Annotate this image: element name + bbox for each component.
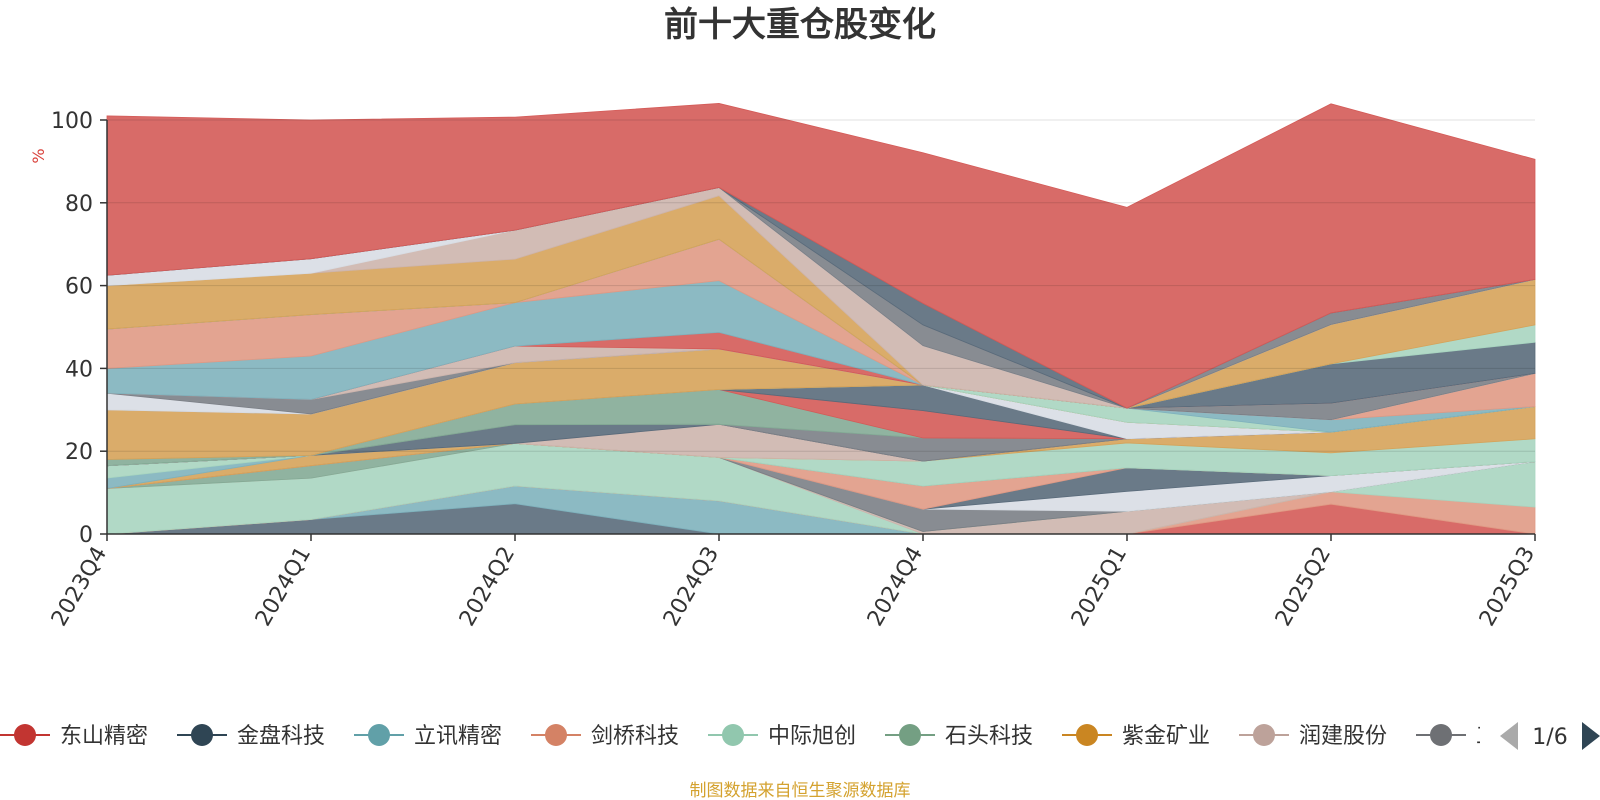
legend-marker-dot — [1076, 724, 1098, 746]
legend-prev-page-icon[interactable] — [1500, 722, 1518, 750]
area-series-group — [106, 103, 1536, 535]
x-tick-label-4: 2024Q4 — [863, 543, 928, 631]
legend-item-6[interactable]: 紫金矿业 — [1062, 724, 1210, 749]
legend-label: 紫金矿业 — [1122, 724, 1210, 749]
legend-label: 中际旭创 — [768, 724, 856, 749]
legend-item-1[interactable]: 金盘科技 — [177, 724, 325, 749]
y-tick-label-5: 100 — [51, 109, 93, 134]
y-tick-label-0: 0 — [79, 523, 93, 548]
y-tick-label-3: 60 — [65, 275, 93, 300]
y-tick-label-2: 40 — [65, 357, 93, 382]
x-tick-label-3: 2024Q3 — [659, 543, 724, 631]
x-tick-label-0: 2023Q4 — [47, 543, 112, 631]
legend-label: 润建股份 — [1299, 724, 1387, 749]
legend-item-3[interactable]: 剑桥科技 — [531, 724, 679, 749]
chart-title: 前十大重仓股变化 — [664, 5, 936, 45]
legend-pager: 1/6 — [1500, 722, 1600, 750]
x-tick-label-2: 2024Q2 — [455, 543, 520, 631]
legend-label: 立讯精密 — [414, 724, 502, 749]
legend-label: 石头科技 — [945, 724, 1033, 749]
y-tick-label-4: 80 — [65, 192, 93, 217]
legend-marker-dot — [191, 724, 213, 746]
legend-marker-dot — [368, 724, 390, 746]
legend-marker-dot — [14, 724, 36, 746]
legend-page-indicator: 1/6 — [1532, 725, 1567, 750]
legend-label: 东山精密 — [60, 724, 148, 749]
y-tick-label-1: 20 — [65, 440, 93, 465]
legend-item-8[interactable]: 工业富联 — [1416, 724, 1564, 749]
legend: 东山精密 金盘科技 立讯精密 剑桥科技 中际旭创 石头科技 紫金矿业 润建股份 工业富联 — [0, 724, 1564, 749]
legend-marker-dot — [1253, 724, 1275, 746]
legend-label: 剑桥科技 — [591, 724, 679, 749]
legend-marker-dot — [722, 724, 744, 746]
legend-item-7[interactable]: 润建股份 — [1239, 724, 1387, 749]
legend-marker-dot — [899, 724, 921, 746]
legend-item-2[interactable]: 立讯精密 — [354, 724, 502, 749]
legend-item-4[interactable]: 中际旭创 — [708, 724, 856, 749]
legend-next-page-icon[interactable] — [1582, 722, 1600, 750]
x-tick-label-1: 2024Q1 — [251, 543, 316, 631]
legend-label: 金盘科技 — [237, 724, 325, 749]
x-tick-label-5: 2025Q1 — [1067, 543, 1132, 631]
y-axis-label: % — [29, 148, 48, 163]
grid-lines — [107, 119, 1535, 535]
legend-marker-dot — [1430, 724, 1452, 746]
x-tick-label-6: 2025Q2 — [1271, 543, 1336, 631]
legend-item-0[interactable]: 东山精密 — [0, 724, 148, 749]
area-series-40[interactable] — [106, 103, 1536, 409]
legend-marker-dot — [545, 724, 567, 746]
x-tick-label-7: 2025Q3 — [1475, 543, 1540, 631]
legend-item-5[interactable]: 石头科技 — [885, 724, 1033, 749]
legend-label: 工业富联 — [1476, 724, 1564, 749]
source-note: 制图数据来自恒生聚源数据库 — [690, 781, 911, 800]
